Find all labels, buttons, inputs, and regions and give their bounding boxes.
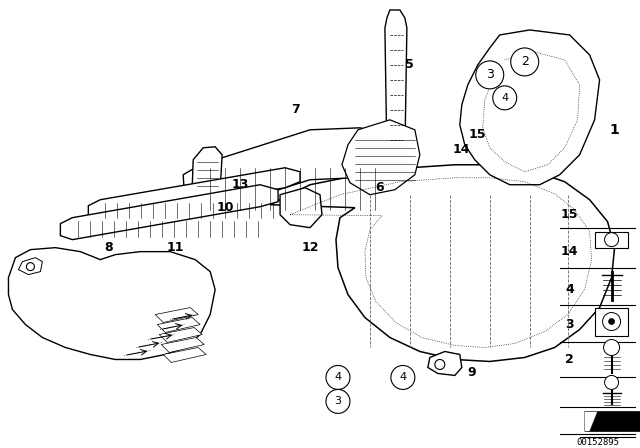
Text: 11: 11 (166, 241, 184, 254)
Circle shape (391, 366, 415, 389)
Polygon shape (163, 348, 206, 362)
Text: 3: 3 (335, 396, 342, 406)
Polygon shape (342, 120, 420, 195)
Text: 4: 4 (335, 372, 342, 383)
Text: 8: 8 (104, 241, 113, 254)
Polygon shape (183, 128, 400, 215)
Circle shape (326, 389, 350, 414)
Text: 14: 14 (453, 143, 470, 156)
Polygon shape (385, 10, 407, 160)
Text: 2: 2 (565, 353, 574, 366)
Text: 2: 2 (521, 56, 529, 69)
Circle shape (609, 319, 614, 324)
Circle shape (605, 375, 619, 389)
Polygon shape (428, 352, 462, 375)
Circle shape (603, 313, 621, 331)
Polygon shape (156, 308, 198, 323)
Text: 3: 3 (565, 318, 574, 331)
Polygon shape (584, 411, 598, 431)
Text: 10: 10 (216, 201, 234, 214)
Text: 9: 9 (467, 366, 476, 379)
Polygon shape (270, 165, 614, 362)
Polygon shape (19, 258, 42, 275)
Polygon shape (88, 168, 300, 220)
Text: 4: 4 (399, 372, 406, 383)
Polygon shape (584, 411, 639, 431)
Circle shape (26, 263, 35, 271)
Polygon shape (595, 308, 628, 336)
Text: 00152895: 00152895 (576, 438, 619, 447)
Polygon shape (8, 248, 215, 359)
Circle shape (476, 61, 504, 89)
Text: 3: 3 (486, 69, 493, 82)
Circle shape (605, 233, 619, 247)
Text: 15: 15 (469, 128, 486, 141)
Polygon shape (280, 188, 322, 228)
Text: 4: 4 (565, 283, 574, 296)
Circle shape (493, 86, 516, 110)
Polygon shape (60, 185, 278, 240)
Polygon shape (161, 337, 204, 353)
Polygon shape (460, 30, 600, 185)
Text: 6: 6 (376, 181, 384, 194)
Text: 13: 13 (232, 178, 249, 191)
Circle shape (435, 359, 445, 370)
Circle shape (511, 48, 539, 76)
Text: 12: 12 (301, 241, 319, 254)
Polygon shape (192, 147, 222, 200)
Circle shape (326, 366, 350, 389)
Text: 1: 1 (610, 123, 620, 137)
Polygon shape (595, 232, 628, 248)
Circle shape (604, 340, 620, 355)
Polygon shape (157, 318, 200, 332)
Text: 14: 14 (561, 245, 579, 258)
Text: 5: 5 (406, 58, 414, 71)
Text: 4: 4 (501, 93, 508, 103)
Text: 7: 7 (291, 103, 300, 116)
Polygon shape (159, 327, 202, 343)
Text: 15: 15 (561, 208, 579, 221)
